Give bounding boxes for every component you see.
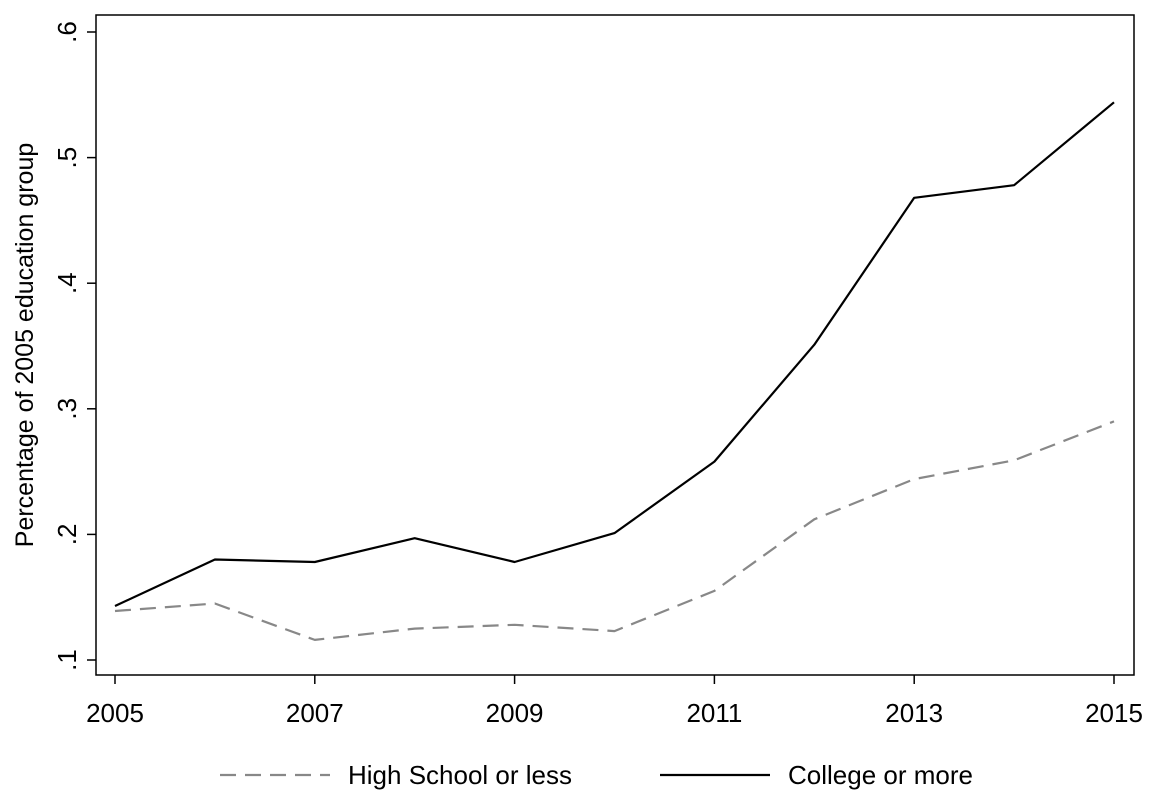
series-line-high-school-or-less — [114, 420, 1115, 642]
series-layer — [114, 101, 1115, 642]
plot-frame — [95, 14, 1135, 676]
y-axis: .1 .2 .3 .4 .5 .6 — [52, 21, 96, 671]
legend-label: College or more — [788, 760, 973, 790]
legend-label: High School or less — [348, 760, 572, 790]
x-tick-label: 2005 — [86, 698, 144, 728]
x-tick-label: 2015 — [1085, 698, 1143, 728]
legend: High School or less College or more — [220, 760, 973, 790]
y-tick-label: .6 — [52, 21, 82, 43]
x-tick-label: 2009 — [486, 698, 544, 728]
y-tick-label: .4 — [52, 272, 82, 294]
x-tick-label: 2011 — [686, 698, 742, 728]
y-axis-title: Percentage of 2005 education group — [11, 143, 39, 547]
x-axis: 2005 2007 2009 2011 2013 2015 — [86, 675, 1143, 728]
y-tick-label: .3 — [52, 398, 82, 420]
x-tick-label: 2007 — [286, 698, 344, 728]
series-line-college-or-more — [114, 101, 1115, 607]
x-tick-label: 2013 — [885, 698, 943, 728]
y-tick-label: .5 — [52, 147, 82, 169]
y-tick-label: .2 — [52, 524, 82, 546]
y-tick-label: .1 — [52, 649, 82, 671]
